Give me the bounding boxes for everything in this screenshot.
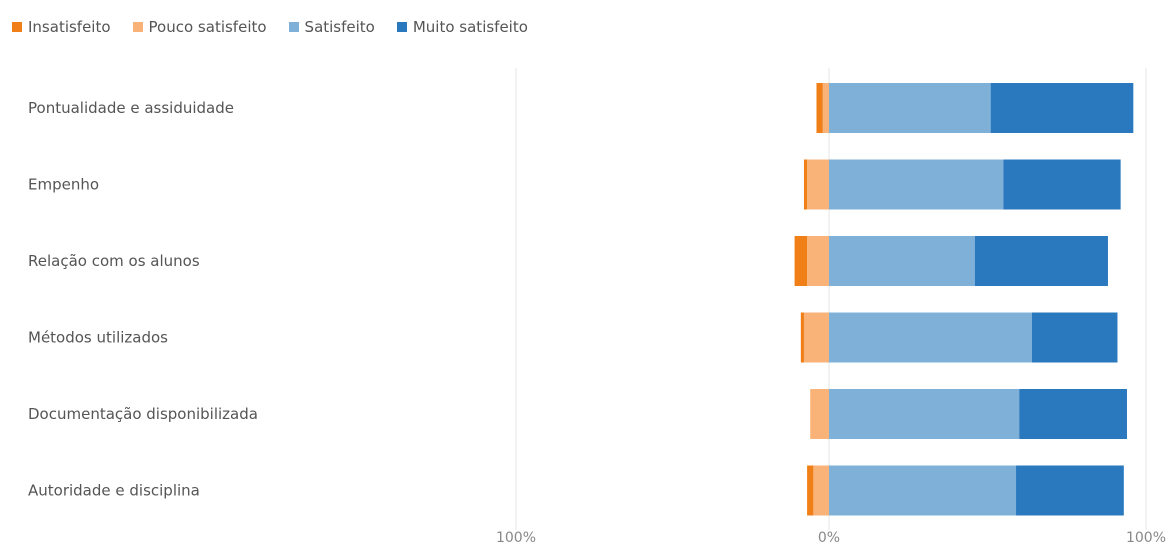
category-label: Relação com os alunos	[28, 252, 200, 270]
category-label: Documentação disponibilizada	[28, 405, 258, 423]
bar-pouco-satisfeito	[807, 236, 829, 286]
category-label: Autoridade e disciplina	[28, 482, 200, 500]
legend-label: Muito satisfeito	[412, 18, 528, 36]
legend-item-satisfeito: Satisfeito	[288, 18, 375, 36]
bar-satisfeito	[829, 465, 1017, 516]
x-tick-label: 100%	[496, 530, 536, 544]
bar-pouco-satisfeito	[803, 312, 829, 363]
chart-legend: Insatisfeito Pouco satisfeito Satisfeito Mu…	[12, 18, 528, 36]
bar-insatisfeito	[800, 312, 804, 363]
legend-label: Insatisfeito	[28, 18, 111, 36]
bar-satisfeito	[829, 312, 1032, 363]
bar-insatisfeito	[807, 465, 814, 516]
bar-muito-satisfeito	[1019, 389, 1127, 439]
legend-item-insatisfeito: Insatisfeito	[12, 18, 111, 36]
bar-muito-satisfeito	[1003, 159, 1121, 210]
legend-label: Satisfeito	[304, 18, 375, 36]
bar-satisfeito	[829, 389, 1020, 439]
legend-swatch	[396, 22, 407, 32]
category-label: Pontualidade e assiduidade	[28, 99, 234, 117]
x-tick-label: 100%	[1126, 530, 1166, 544]
legend-swatch	[132, 22, 143, 32]
category-label: Métodos utilizados	[28, 329, 168, 347]
bar-muito-satisfeito	[1031, 312, 1118, 363]
bar-insatisfeito	[816, 83, 823, 133]
legend-label: Pouco satisfeito	[148, 18, 267, 36]
bar-satisfeito	[829, 83, 991, 133]
bar-pouco-satisfeito	[822, 83, 829, 133]
bar-pouco-satisfeito	[810, 389, 829, 439]
bar-pouco-satisfeito	[813, 465, 829, 516]
bar-pouco-satisfeito	[807, 159, 829, 210]
bar-satisfeito	[829, 159, 1004, 210]
legend-swatch	[12, 22, 22, 32]
bar-insatisfeito	[794, 236, 808, 286]
bar-muito-satisfeito	[1016, 465, 1124, 516]
x-tick-label: 0%	[818, 530, 840, 544]
bar-muito-satisfeito	[990, 83, 1134, 133]
bar-satisfeito	[829, 236, 975, 286]
bar-muito-satisfeito	[974, 236, 1108, 286]
category-label: Empenho	[28, 176, 99, 194]
bar-insatisfeito	[803, 159, 808, 210]
legend-item-pouco-satisfeito: Pouco satisfeito	[132, 18, 267, 36]
legend-swatch	[288, 22, 299, 32]
legend-item-muito-satisfeito: Muito satisfeito	[396, 18, 528, 36]
